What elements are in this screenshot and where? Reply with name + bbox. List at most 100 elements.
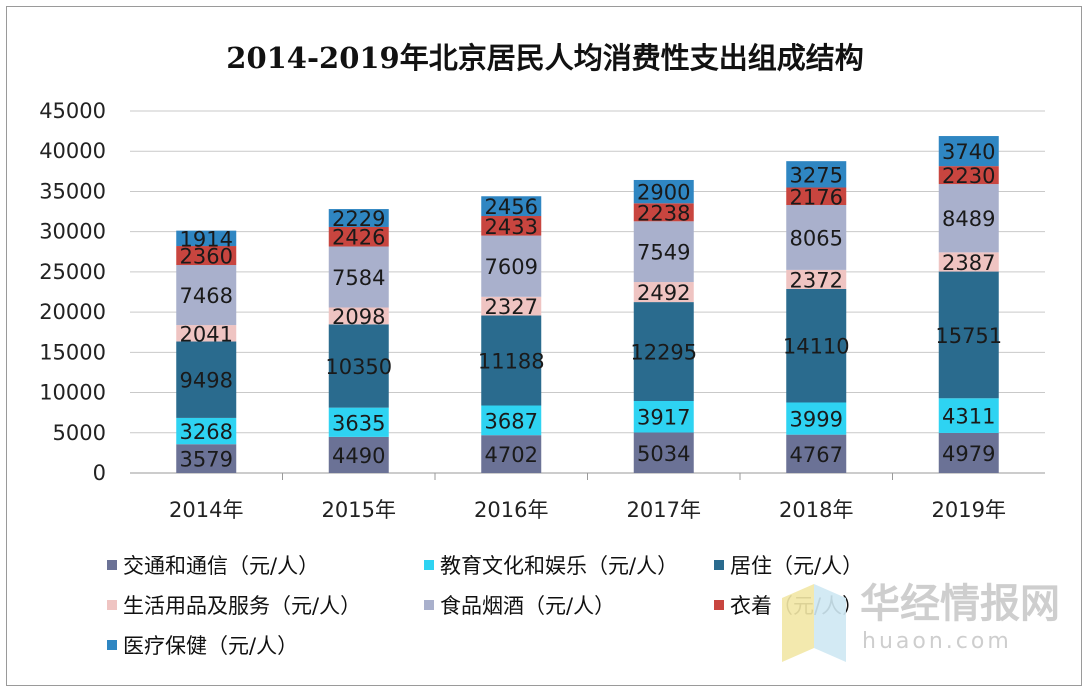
bar-segment bbox=[176, 325, 237, 342]
bar-segment bbox=[938, 432, 999, 473]
legend-swatch bbox=[107, 560, 117, 570]
bar-segment bbox=[938, 166, 999, 185]
bar-segment bbox=[786, 269, 847, 289]
bar-segment bbox=[786, 434, 847, 473]
legend-swatch bbox=[107, 600, 117, 610]
data-label: 7584 bbox=[332, 266, 385, 290]
data-label: 3268 bbox=[180, 420, 233, 444]
legend-swatch bbox=[107, 640, 117, 650]
bar-segment bbox=[481, 435, 542, 473]
bar-segment bbox=[328, 324, 389, 408]
data-label: 3687 bbox=[485, 409, 538, 433]
data-label: 3579 bbox=[180, 448, 233, 472]
y-tick-label: 30000 bbox=[39, 220, 106, 244]
x-axis-ticks: 2014年 2015年 2016年 2017年 2018年 2019年 bbox=[169, 473, 1006, 522]
data-label: 4979 bbox=[942, 442, 995, 466]
y-tick-label: 45000 bbox=[39, 99, 106, 123]
bar-segment bbox=[633, 221, 694, 283]
y-tick-label: 25000 bbox=[39, 260, 106, 284]
bar-segment bbox=[633, 400, 694, 433]
data-label: 4311 bbox=[942, 405, 995, 429]
bar-segment bbox=[633, 282, 694, 303]
y-tick-label: 5000 bbox=[53, 421, 106, 445]
watermark-text-en: huaon.com bbox=[862, 629, 1012, 654]
y-tick-label: 40000 bbox=[39, 139, 106, 163]
legend-swatch bbox=[424, 600, 434, 610]
x-tick-label: 2017年 bbox=[627, 498, 701, 522]
legend-entry: 生活用品及服务（元/人） bbox=[123, 594, 361, 618]
x-tick-label: 2015年 bbox=[322, 498, 396, 522]
data-label: 4702 bbox=[485, 443, 538, 467]
bar-segment bbox=[176, 265, 237, 326]
data-label: 3740 bbox=[942, 140, 995, 164]
bar-segment bbox=[938, 252, 999, 272]
data-label: 3917 bbox=[637, 406, 690, 430]
bar-segment bbox=[786, 288, 847, 403]
bar-segment bbox=[176, 341, 237, 418]
bars bbox=[176, 136, 999, 473]
legend-swatch bbox=[424, 560, 434, 570]
data-label: 2426 bbox=[332, 226, 385, 250]
data-label: 2327 bbox=[485, 295, 538, 319]
legend: 交通和通信（元/人） 教育文化和娱乐（元/人） 居住（元/人） 生活用品及服务（元/人… bbox=[107, 554, 863, 658]
bar-segment bbox=[786, 205, 847, 270]
data-label: 14110 bbox=[783, 335, 850, 359]
data-label: 2229 bbox=[332, 207, 385, 231]
y-tick-label: 10000 bbox=[39, 381, 106, 405]
data-label: 10350 bbox=[325, 355, 392, 379]
legend-entry: 居住（元/人） bbox=[730, 554, 863, 578]
bar-segment bbox=[938, 398, 999, 433]
bar-segment bbox=[938, 184, 999, 253]
data-label: 5034 bbox=[637, 442, 690, 466]
bar-segment bbox=[481, 296, 542, 316]
legend-entry: 教育文化和娱乐（元/人） bbox=[440, 554, 678, 578]
bar-segment bbox=[938, 271, 999, 399]
data-label: 9498 bbox=[180, 369, 233, 393]
data-label: 3999 bbox=[790, 408, 843, 432]
legend-entry: 交通和通信（元/人） bbox=[123, 554, 319, 578]
bar-segment bbox=[786, 187, 847, 206]
bar-segment bbox=[176, 444, 237, 473]
data-label: 2041 bbox=[180, 322, 233, 346]
legend-entry: 食品烟酒（元/人） bbox=[440, 594, 615, 618]
data-label: 3275 bbox=[790, 163, 843, 187]
watermark-text-cn: 华经情报网 bbox=[860, 581, 1060, 627]
y-tick-label: 15000 bbox=[39, 340, 106, 364]
bar-segment bbox=[328, 436, 389, 473]
y-axis-ticks: 0 5000 10000 15000 20000 25000 30000 35000 40000… bbox=[39, 99, 106, 485]
data-label: 15751 bbox=[935, 324, 1002, 348]
data-label: 4767 bbox=[790, 443, 843, 467]
data-label: 2230 bbox=[942, 164, 995, 188]
bar-segment bbox=[633, 302, 694, 401]
data-label: 2900 bbox=[637, 181, 690, 205]
x-tick-label: 2018年 bbox=[779, 498, 853, 522]
x-tick-label: 2019年 bbox=[932, 498, 1006, 522]
chart-title: 2014-2019年北京居民人均消费性支出组成结构 bbox=[226, 41, 863, 75]
gridlines bbox=[130, 110, 1045, 474]
bar-segment bbox=[176, 417, 237, 445]
data-label: 2360 bbox=[180, 245, 233, 269]
bar-segment bbox=[328, 307, 389, 325]
legend-swatch bbox=[714, 600, 724, 610]
data-label: 1914 bbox=[180, 227, 233, 251]
data-label: 11188 bbox=[478, 350, 545, 374]
bar-segment bbox=[176, 246, 237, 266]
bar-segment bbox=[786, 402, 847, 435]
data-label: 7468 bbox=[180, 284, 233, 308]
bar-segment bbox=[176, 230, 237, 247]
data-label: 2372 bbox=[790, 268, 843, 292]
x-tick-label: 2016年 bbox=[474, 498, 548, 522]
bar-segment bbox=[481, 235, 542, 297]
data-label: 2238 bbox=[637, 201, 690, 225]
bar-segment bbox=[786, 161, 847, 188]
bar-segment bbox=[481, 315, 542, 406]
data-label: 7609 bbox=[485, 255, 538, 279]
watermark-logo-shape bbox=[814, 584, 846, 662]
bar-segment bbox=[481, 196, 542, 217]
bar-segment bbox=[328, 407, 389, 437]
y-tick-label: 35000 bbox=[39, 179, 106, 203]
x-tick-label: 2014年 bbox=[169, 498, 243, 522]
bar-segment bbox=[328, 209, 389, 227]
